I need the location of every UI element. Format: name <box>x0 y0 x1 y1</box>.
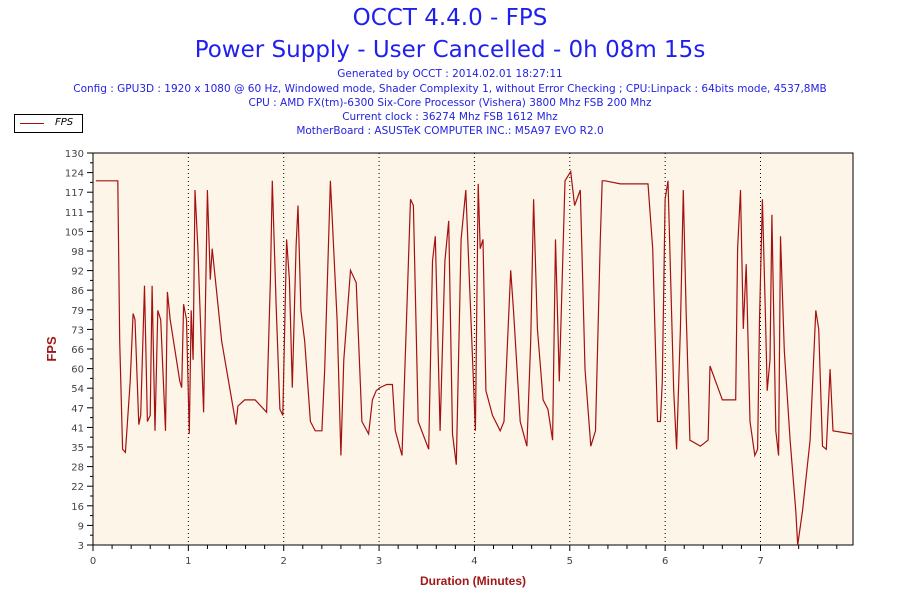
y-tick-label: 117 <box>65 188 84 199</box>
y-tick-label: 16 <box>71 502 84 513</box>
y-axis-label: FPS <box>44 336 59 362</box>
y-tick-label: 79 <box>71 306 84 317</box>
generated-info: Generated by OCCT : 2014.02.01 18:27:11 <box>337 68 563 80</box>
y-tick-label: 124 <box>65 169 84 180</box>
y-tick-label: 47 <box>71 404 84 415</box>
y-tick-label: 35 <box>71 443 84 454</box>
plot-area <box>92 152 854 546</box>
x-tick-label: 1 <box>185 556 191 567</box>
y-tick-label: 111 <box>65 208 84 219</box>
clock-info: Current clock : 36274 Mhz FSB 1612 Mhz <box>342 111 558 123</box>
x-tick-label: 7 <box>757 556 763 567</box>
x-tick-label: 6 <box>662 556 668 567</box>
y-tick-label: 130 <box>65 149 84 160</box>
y-tick-label: 105 <box>65 227 84 238</box>
chart-title: OCCT 4.4.0 - FPS <box>352 5 548 31</box>
y-tick-label: 60 <box>71 365 84 376</box>
legend-swatch-fps <box>20 123 44 124</box>
y-tick-label: 86 <box>71 286 84 297</box>
y-tick-label: 92 <box>71 267 84 278</box>
y-tick-label: 98 <box>71 247 84 258</box>
x-tick-label: 4 <box>471 556 477 567</box>
legend-label-fps: FPS <box>55 117 74 128</box>
config-info: Config : GPU3D : 1920 x 1080 @ 60 Hz, Wi… <box>73 83 827 95</box>
y-tick-label: 3 <box>78 541 84 552</box>
cpu-info: CPU : AMD FX(tm)-6300 Six-Core Processor… <box>248 97 652 109</box>
series-line-fps <box>95 169 853 546</box>
x-axis-label: Duration (Minutes) <box>420 574 526 588</box>
x-tick-label: 3 <box>376 556 382 567</box>
x-tick-label: 5 <box>567 556 573 567</box>
x-tick-label: 2 <box>281 556 287 567</box>
x-tick-label: 0 <box>90 556 96 567</box>
chart-subtitle: Power Supply - User Cancelled - 0h 08m 1… <box>194 37 706 63</box>
y-tick-label: 66 <box>71 345 84 356</box>
y-tick-label: 54 <box>71 384 84 395</box>
y-tick-label: 22 <box>71 482 84 493</box>
y-tick-label: 73 <box>71 325 84 336</box>
motherboard-info: MotherBoard : ASUSTeK COMPUTER INC.: M5A… <box>296 125 604 137</box>
y-tick-label: 41 <box>71 423 84 434</box>
y-tick-label: 28 <box>71 463 84 474</box>
legend: FPS <box>14 114 83 133</box>
y-tick-label: 9 <box>78 521 84 532</box>
